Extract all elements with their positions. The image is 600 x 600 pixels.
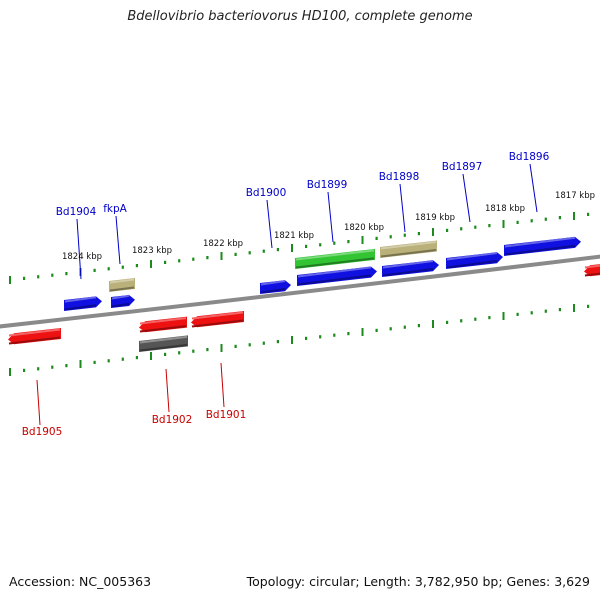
gene-fkpa-arrow [111,294,135,308]
accession-text: Accession: NC_005363 [9,574,152,589]
gene-labels: Bd1904 fkpA Bd1900 Bd1899 Bd1898 Bd1897 Bd1896… [22,151,550,438]
forward-gene-label-bd1896: Bd1896 [509,151,550,163]
leader-line-bd1899 [327,191,334,243]
reverse-gene-label-bd1905: Bd1905 [22,426,63,438]
leader-line-bd1897 [462,173,471,223]
forward-gene-label-fkpa: fkpA [103,203,127,215]
forward-scale-ticks [9,212,590,284]
label-leader-lines [36,163,538,426]
reverse-gene-label-bd1901: Bd1901 [206,409,247,421]
forward-gene-label-bd1900: Bd1900 [246,187,287,199]
gene-bd1905-arrow [8,328,61,345]
gene-bd1904-arrow [64,296,102,311]
scale-label-1824-kbp: 1824 kbp [62,252,102,262]
leader-line-fkpa [115,215,121,265]
reverse-gene-label-bd1902: Bd1902 [152,414,193,426]
leader-line-bd1901 [220,362,225,408]
gene-bd1897-arrow [446,252,503,269]
gene-gray-block [139,335,188,352]
scale-label-1818-kbp: 1818 kbp [485,204,525,214]
forward-gene-label-bd1898: Bd1898 [379,171,420,183]
leader-line-bd1896 [529,163,538,213]
leader-line-bd1900 [266,199,273,249]
scale-label-1820-kbp: 1820 kbp [344,223,384,233]
scale-label-1823-kbp: 1823 kbp [132,246,172,256]
leader-line-bd1905 [36,379,41,426]
scale-label-1822-kbp: 1822 kbp [203,239,243,249]
scale-label-1819-kbp: 1819 kbp [415,213,455,223]
gene-bd1901-arrow [191,311,244,328]
gene-partial-red-arrow [584,264,600,277]
gene-bd1898-olive-block [380,240,437,258]
gene-bd1896-arrow [504,236,581,256]
forward-gene-label-bd1897: Bd1897 [442,161,483,173]
reverse-scale-ticks [9,304,590,376]
gene-bd1899-green-block [295,248,375,269]
gene-bd1899-arrow [297,266,377,286]
scale-label-1821-kbp: 1821 kbp [274,231,314,241]
gene-olive-small-arrow [109,278,135,292]
gene-bd1900-arrow [260,280,291,294]
leader-line-bd1898 [399,183,406,233]
leader-line-bd1902 [165,368,170,413]
leader-line-bd1904 [76,218,82,280]
gene-arrows [8,236,600,352]
forward-gene-label-bd1899: Bd1899 [307,179,348,191]
genome-backbone [0,254,600,329]
genome-summary-text: Topology: circular; Length: 3,782,950 bp… [246,574,590,589]
gene-bd1898-arrow [382,260,439,277]
scale-labels: 1824 kbp 1823 kbp 1822 kbp 1821 kbp 1820 kbp… [62,191,595,262]
forward-gene-label-bd1904: Bd1904 [56,206,97,218]
map-title: Bdellovibrio bacteriovorus HD100, comple… [127,9,473,24]
scale-label-1817-kbp: 1817 kbp [555,191,595,201]
gene-bd1902-arrow [139,316,187,333]
